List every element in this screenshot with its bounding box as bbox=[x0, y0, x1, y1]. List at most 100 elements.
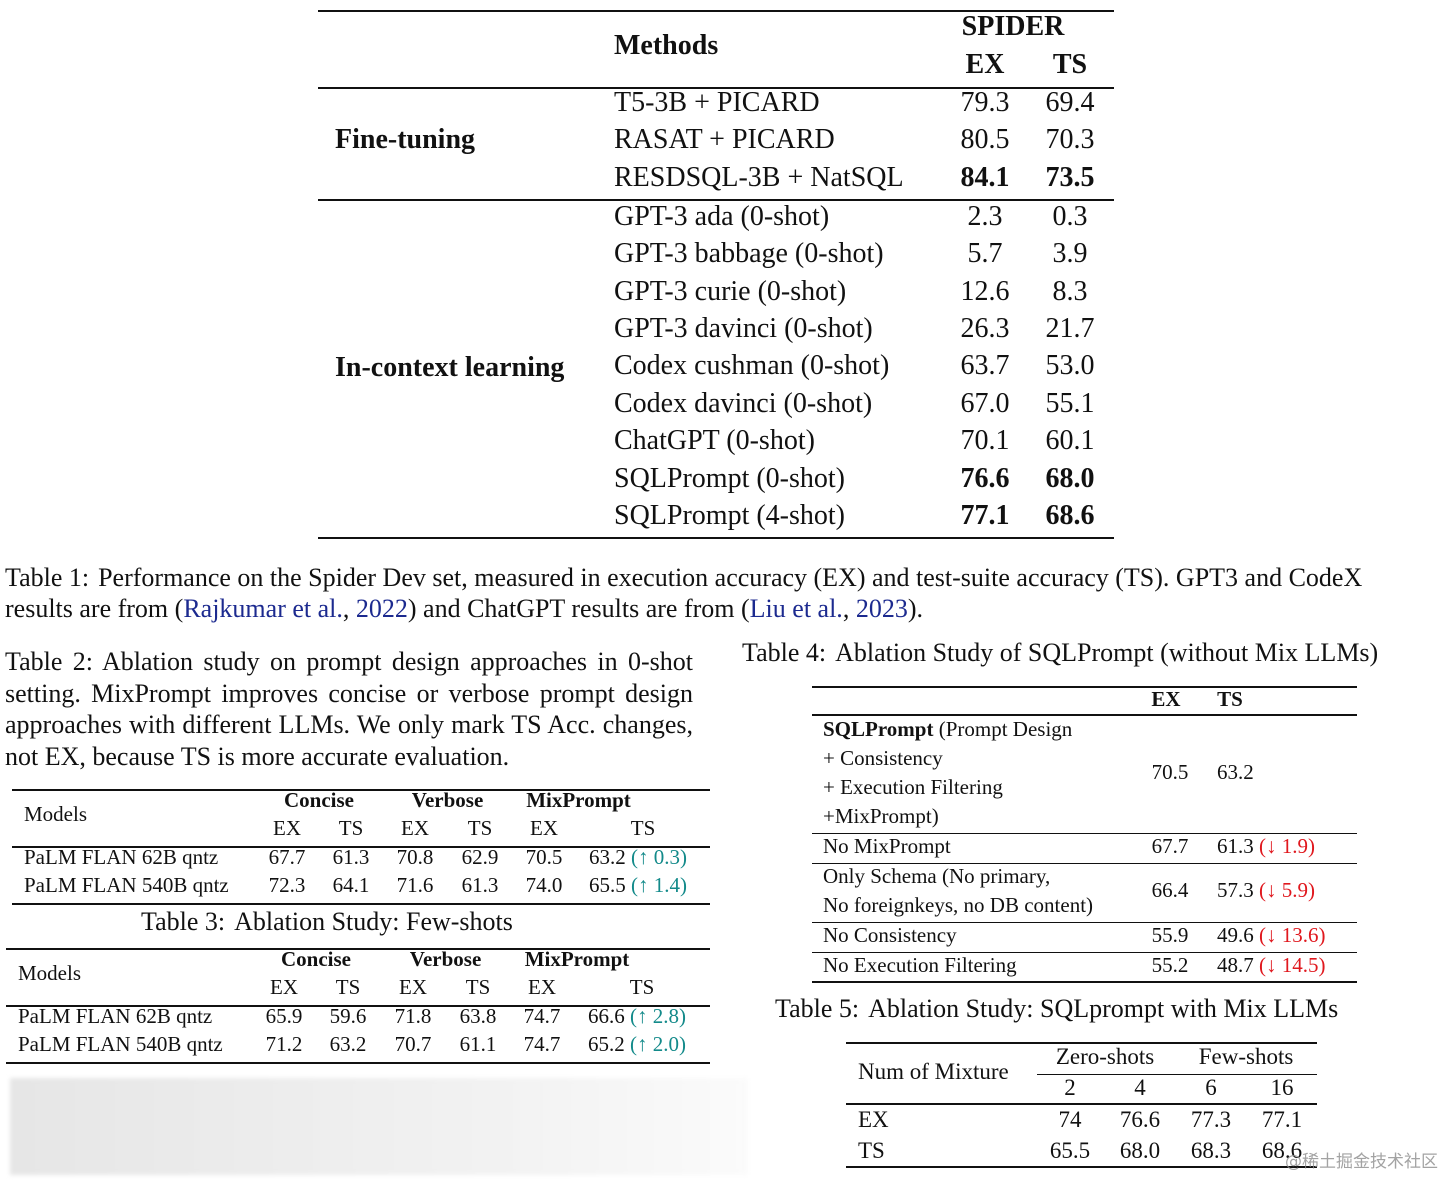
sub-header: 16 bbox=[1270, 1074, 1294, 1100]
ex-value: 76.6 bbox=[960, 462, 1010, 494]
method: ChatGPT (0-shot) bbox=[614, 425, 815, 457]
ex-value: 67.7 bbox=[1151, 833, 1189, 858]
rule bbox=[812, 714, 1357, 716]
sub-header: EX bbox=[528, 974, 556, 999]
method: No foreignkeys, no DB content) bbox=[823, 892, 1094, 917]
change: (↓ 1.9) bbox=[1259, 833, 1315, 858]
sub-header: TS bbox=[335, 974, 361, 999]
value: 49.6 bbox=[1217, 922, 1254, 947]
caption-label: Table 3: bbox=[141, 907, 226, 936]
method: GPT-3 ada (0-shot) bbox=[614, 200, 830, 232]
ts-value: 68.6 bbox=[1045, 499, 1095, 531]
header: EX bbox=[965, 48, 1005, 80]
sub-header: 4 bbox=[1134, 1074, 1146, 1100]
sub-header: EX bbox=[401, 815, 429, 840]
ts-value: 49.6 (↓ 13.6) bbox=[1217, 922, 1326, 947]
method: GPT-3 davinci (0-shot) bbox=[614, 312, 873, 344]
value: 74.0 bbox=[525, 872, 563, 897]
caption-text: Ablation Study: SQLprompt with Mix LLMs bbox=[868, 994, 1339, 1023]
value: 70.7 bbox=[394, 1031, 432, 1056]
method: No Consistency bbox=[823, 922, 957, 947]
rule bbox=[846, 1103, 1317, 1105]
rule bbox=[318, 10, 1114, 12]
ex-value: 70.5 bbox=[1151, 759, 1189, 784]
ex-value: 2.3 bbox=[967, 200, 1003, 232]
method: RESDSQL-3B + NatSQL bbox=[614, 161, 904, 193]
rule bbox=[812, 833, 1357, 835]
value: 70.5 bbox=[525, 844, 563, 869]
value: 74.7 bbox=[523, 1003, 561, 1028]
ts-value: 8.3 bbox=[1052, 275, 1088, 307]
value: 59.6 bbox=[329, 1003, 367, 1028]
change: (↓ 13.6) bbox=[1259, 922, 1326, 947]
citation: 2022 bbox=[355, 594, 408, 623]
ts-value: 0.3 bbox=[1052, 200, 1088, 232]
group-label: In-context learning bbox=[335, 352, 565, 384]
rule bbox=[318, 199, 1114, 201]
rule bbox=[846, 1042, 1317, 1044]
value: 65.5 bbox=[589, 872, 626, 897]
rule bbox=[12, 846, 710, 848]
row-label: EX bbox=[858, 1106, 889, 1132]
caption-label: Table 1: bbox=[5, 563, 90, 592]
rule bbox=[1037, 1074, 1317, 1076]
ex-value: 26.3 bbox=[960, 312, 1010, 344]
value: 71.2 bbox=[265, 1031, 303, 1056]
value: 65.9 bbox=[265, 1003, 303, 1028]
caption-text: Ablation Study: Few-shots bbox=[234, 907, 513, 936]
value: 61.3 bbox=[461, 872, 499, 897]
sub-header: TS bbox=[465, 974, 491, 999]
sub-header: TS bbox=[467, 815, 493, 840]
method: No Execution Filtering bbox=[823, 952, 1017, 977]
caption-text: Ablation study on prompt design approach… bbox=[5, 647, 694, 771]
ex-value: 63.7 bbox=[960, 350, 1010, 382]
value: 72.3 bbox=[268, 872, 306, 897]
value: 77.3 bbox=[1190, 1106, 1232, 1132]
header: Num of Mixture bbox=[858, 1058, 1009, 1084]
watermark: @稀土掘金技术社区 bbox=[1285, 1152, 1438, 1173]
ts-value: 61.3 (↓ 1.9) bbox=[1217, 833, 1315, 858]
ex-value: 12.6 bbox=[960, 275, 1010, 307]
method: +MixPrompt) bbox=[823, 803, 939, 828]
caption-text: , bbox=[842, 594, 856, 623]
header: EX bbox=[1151, 686, 1181, 711]
group-header: Few-shots bbox=[1198, 1043, 1294, 1069]
method: GPT-3 curie (0-shot) bbox=[614, 275, 847, 307]
header: Models bbox=[24, 801, 87, 826]
method: GPT-3 babbage (0-shot) bbox=[614, 238, 884, 270]
ts-value: 63.2 bbox=[1217, 759, 1254, 784]
method: No MixPrompt bbox=[823, 833, 951, 858]
rule bbox=[846, 1166, 1317, 1168]
caption: Table 5: Ablation Study: SQLprompt with M… bbox=[775, 994, 1339, 1024]
sub-header: TS bbox=[338, 815, 364, 840]
method: RASAT + PICARD bbox=[614, 124, 835, 156]
method-text: (Prompt Design bbox=[933, 716, 1073, 741]
method: T5-3B + PICARD bbox=[614, 86, 820, 118]
caption: Table 3: Ablation Study: Few-shots bbox=[141, 907, 513, 937]
rule bbox=[812, 686, 1357, 688]
ex-value: 79.3 bbox=[960, 86, 1010, 118]
rule bbox=[6, 948, 710, 950]
method: Only Schema (No primary, bbox=[823, 863, 1051, 888]
sub-header: EX bbox=[270, 974, 298, 999]
change: (↑ 2.0) bbox=[630, 1031, 686, 1056]
ts-value: 70.3 bbox=[1045, 124, 1095, 156]
ts-value: 55.1 bbox=[1045, 387, 1095, 419]
value: 63.2 bbox=[1217, 759, 1254, 784]
ex-value: 67.0 bbox=[960, 387, 1010, 419]
caption-label: Table 2: bbox=[5, 647, 93, 676]
ts-value: 21.7 bbox=[1045, 312, 1095, 344]
sub-header: EX bbox=[273, 815, 301, 840]
sub-header: EX bbox=[399, 974, 427, 999]
value: 63.8 bbox=[459, 1003, 497, 1028]
value: 76.6 bbox=[1119, 1106, 1161, 1132]
value: 65.5 (↑ 1.4) bbox=[589, 872, 687, 897]
sub-header: 6 bbox=[1205, 1074, 1217, 1100]
model: PaLM FLAN 62B qntz bbox=[24, 844, 219, 869]
ex-value: 70.1 bbox=[960, 425, 1010, 457]
caption-label: Table 5: bbox=[775, 994, 860, 1023]
value: 67.7 bbox=[268, 844, 306, 869]
group-header: MixPrompt bbox=[524, 946, 630, 971]
rule bbox=[812, 922, 1357, 924]
change: (↓ 5.9) bbox=[1259, 877, 1315, 902]
